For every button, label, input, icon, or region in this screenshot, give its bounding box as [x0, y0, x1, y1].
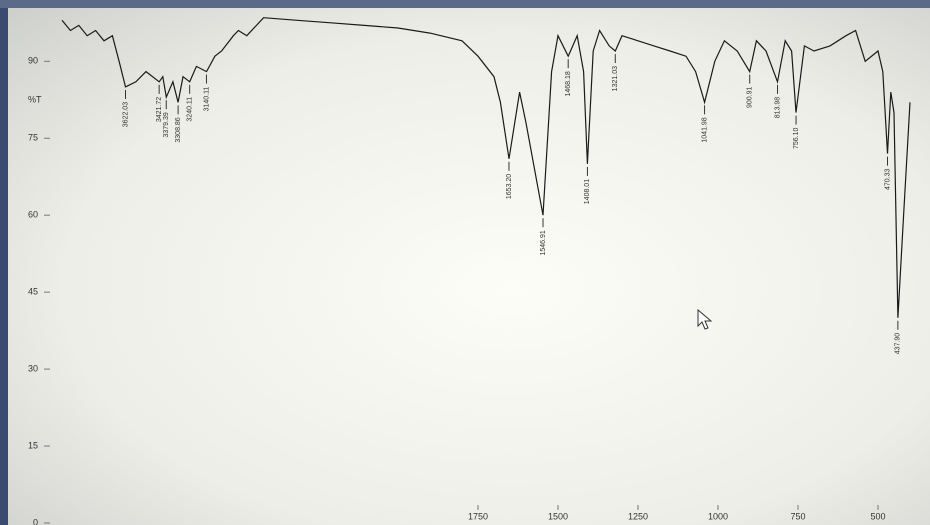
peak-label: 1321.03: [612, 66, 619, 91]
peak-label: 3622.03: [122, 102, 129, 127]
x-tick-label: 1000: [708, 511, 728, 521]
y-tick-label: 30: [28, 363, 38, 373]
x-tick-label: 1750: [468, 511, 488, 521]
x-tick-label: 500: [870, 511, 885, 521]
peak-label: 3308.86: [175, 117, 182, 142]
x-tick-label: 750: [790, 511, 805, 521]
peak-label: 3379.39: [163, 112, 170, 137]
x-tick-label: 1250: [628, 511, 648, 521]
y-axis-label: %T: [28, 94, 42, 104]
y-tick-label: 90: [28, 56, 38, 66]
peak-label: 1041.98: [701, 117, 708, 142]
peak-label: 1408.01: [584, 179, 591, 204]
y-tick-label: 0: [33, 517, 38, 525]
peak-label: 813.98: [774, 97, 781, 119]
spectrum-chart: %T 0 15 30 45 60 75 90 1750 1500 1250 1000 750 500 36…: [0, 0, 930, 525]
peak-label: 1546.91: [540, 230, 547, 255]
y-tick-label: 60: [28, 210, 38, 220]
peak-label: 756.10: [793, 128, 800, 150]
peak-label: 437.90: [895, 333, 902, 355]
x-tick-label: 1500: [548, 511, 568, 521]
peak-label: 3140.11: [203, 87, 210, 112]
peak-label: 1653.20: [506, 174, 513, 199]
y-tick-label: 75: [28, 133, 38, 143]
screen-edge: [0, 0, 930, 8]
peak-label: 3240.11: [187, 97, 194, 122]
peak-label: 1468.18: [565, 71, 572, 96]
peak-label: 3421.72: [156, 97, 163, 122]
peak-label: 470.33: [884, 169, 891, 191]
screen-edge: [0, 0, 8, 525]
peak-label: 900.91: [747, 87, 754, 109]
y-tick-label: 45: [28, 287, 38, 297]
y-tick-label: 15: [28, 440, 38, 450]
